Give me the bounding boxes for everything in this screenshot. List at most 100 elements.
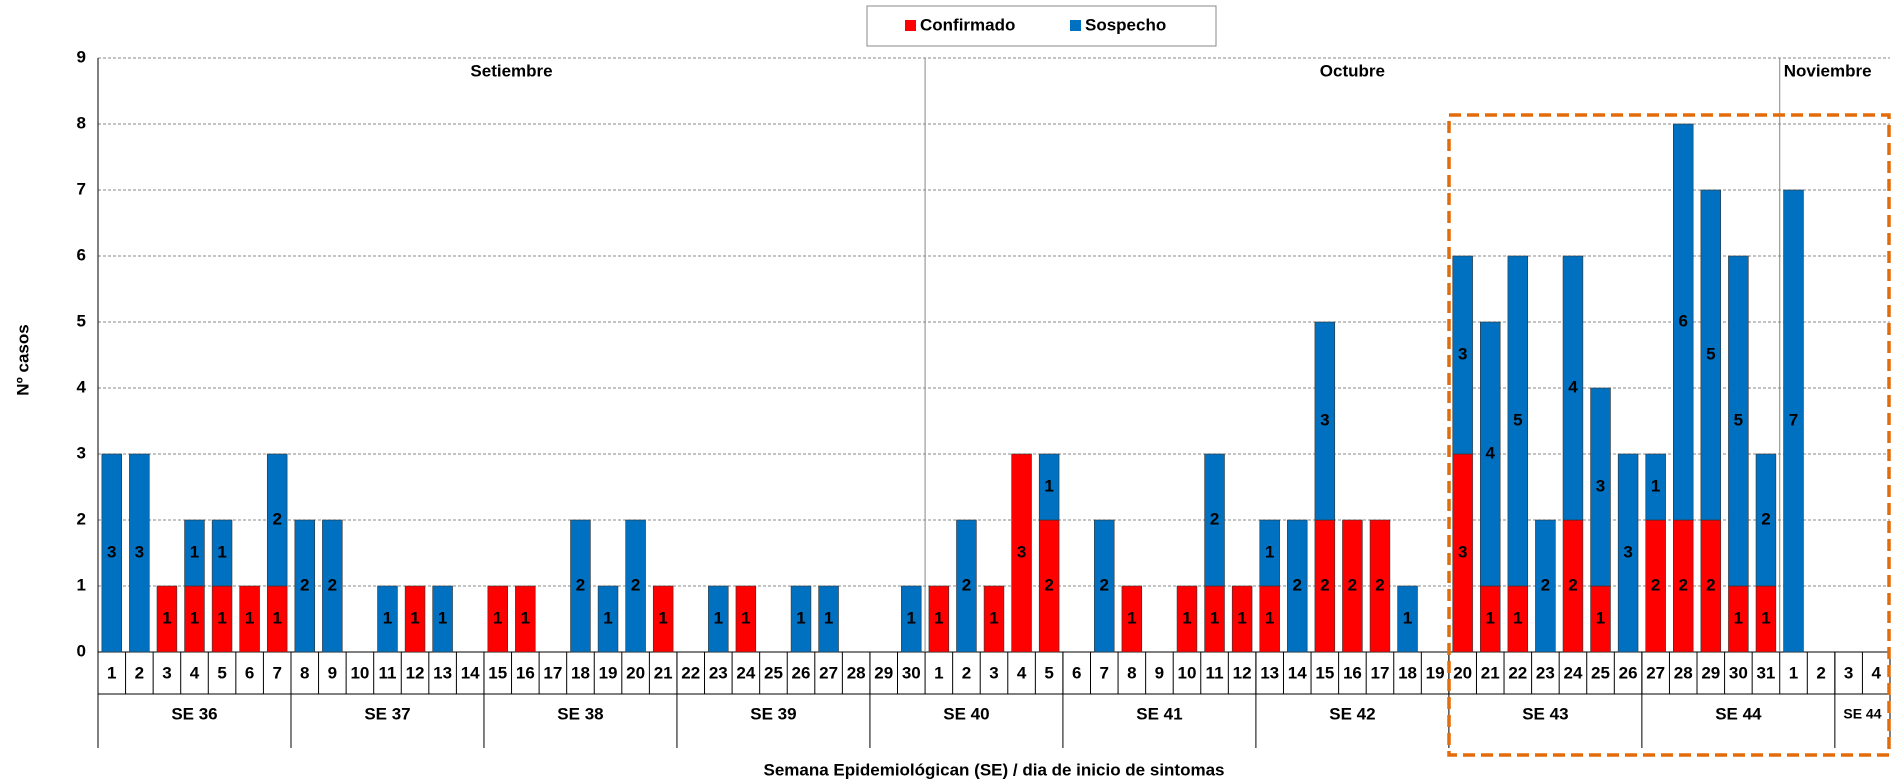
data-label: 1 (162, 608, 171, 627)
bar (1590, 387, 1611, 587)
bar (901, 585, 922, 653)
x-tick-label: 27 (819, 663, 838, 682)
x-tick-label: 14 (461, 663, 480, 682)
bar (1507, 255, 1529, 587)
x-tick-label: 3 (162, 663, 171, 682)
x-tick-label: 8 (1127, 663, 1136, 682)
bar (1700, 189, 1722, 521)
x-tick-label: 9 (328, 663, 337, 682)
bar (129, 453, 150, 653)
data-label: 3 (1596, 476, 1605, 495)
legend-box (866, 5, 1217, 47)
week-label: SE 42 (1329, 704, 1375, 723)
bar (597, 585, 619, 653)
bar (1314, 321, 1336, 521)
x-tick-label: 15 (488, 663, 507, 682)
bar (239, 585, 260, 653)
bar (1480, 321, 1501, 587)
x-tick-label: 22 (1508, 663, 1527, 682)
data-label: 6 (1678, 311, 1687, 330)
bar (1038, 453, 1060, 521)
data-label: 1 (1651, 476, 1660, 495)
bar (101, 453, 123, 653)
bar (652, 585, 674, 653)
data-label: 1 (1237, 608, 1246, 627)
data-label: 1 (1210, 608, 1219, 627)
bar (1452, 255, 1473, 455)
week-label: SE 43 (1522, 704, 1568, 723)
bar (1645, 453, 1666, 521)
data-label: 1 (1403, 608, 1412, 627)
month-label: Octubre (1320, 61, 1385, 80)
bar (956, 519, 977, 653)
week-label: SE 39 (750, 704, 796, 723)
bar (322, 519, 343, 653)
data-label: 1 (714, 608, 723, 627)
bar (983, 585, 1005, 653)
data-label: 2 (1678, 575, 1687, 594)
bar (1783, 189, 1804, 653)
x-tick-label: 20 (1453, 663, 1472, 682)
x-tick-label: 6 (1072, 663, 1081, 682)
x-tick-label: 7 (272, 663, 281, 682)
data-label: 3 (135, 542, 144, 561)
bar (1728, 255, 1749, 587)
bar (708, 585, 729, 653)
x-tick-label: 23 (709, 663, 728, 682)
bar (1755, 453, 1777, 587)
bar (1094, 519, 1115, 653)
x-tick-label: 14 (1288, 663, 1307, 682)
data-label: 2 (272, 509, 281, 528)
bar (1259, 519, 1280, 587)
x-tick-label: 24 (1563, 663, 1582, 682)
data-label: 3 (1458, 542, 1467, 561)
x-tick-label: 17 (1371, 663, 1390, 682)
bar (1176, 585, 1198, 653)
x-tick-label: 28 (847, 663, 866, 682)
y-tick-label: 5 (77, 311, 86, 330)
data-label: 1 (824, 608, 833, 627)
legend-swatch (1070, 20, 1081, 31)
x-tick-label: 2 (962, 663, 971, 682)
week-label: SE 40 (943, 704, 989, 723)
x-tick-label: 11 (1206, 663, 1224, 682)
x-tick-label: 29 (874, 663, 893, 682)
week-label: SE 36 (171, 704, 217, 723)
x-tick-label: 19 (1426, 663, 1445, 682)
x-tick-label: 17 (543, 663, 562, 682)
data-label: 2 (1568, 575, 1577, 594)
x-tick-label: 16 (1343, 663, 1362, 682)
x-tick-label: 4 (190, 663, 200, 682)
x-tick-label: 1 (1789, 663, 1798, 682)
x-tick-label: 10 (350, 663, 369, 682)
x-tick-label: 25 (1591, 663, 1610, 682)
x-tick-label: 21 (654, 663, 673, 682)
x-tick-label: 3 (989, 663, 998, 682)
data-label: 2 (1293, 575, 1302, 594)
bar (735, 585, 757, 653)
data-label: 1 (1182, 608, 1191, 627)
data-label: 2 (1375, 575, 1384, 594)
x-tick-label: 8 (300, 663, 309, 682)
y-axis-title: Nº casos (13, 324, 32, 395)
data-label: 1 (272, 608, 281, 627)
x-tick-label: 22 (681, 663, 700, 682)
bar (1011, 453, 1032, 653)
data-label: 1 (907, 608, 916, 627)
legend-swatch (905, 20, 916, 31)
bar (1673, 123, 1694, 521)
week-label: SE 44 (1843, 706, 1881, 722)
bar (1121, 585, 1143, 653)
data-label: 1 (410, 608, 419, 627)
x-tick-label: 20 (626, 663, 645, 682)
x-tick-label: 4 (1017, 663, 1027, 682)
x-tick-label: 29 (1701, 663, 1720, 682)
bar (1287, 519, 1308, 653)
data-label: 2 (1541, 575, 1550, 594)
data-label: 2 (300, 575, 309, 594)
data-label: 2 (1348, 575, 1357, 594)
x-tick-label: 15 (1315, 663, 1334, 682)
bar (1342, 519, 1363, 653)
bar (515, 585, 536, 653)
bar (211, 519, 233, 587)
